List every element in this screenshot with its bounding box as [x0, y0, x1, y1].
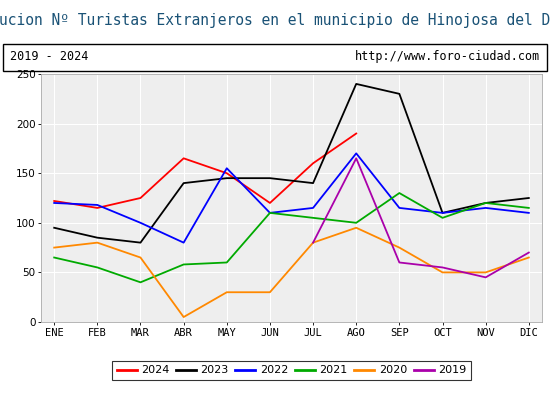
- Text: 2019 - 2024: 2019 - 2024: [10, 50, 88, 63]
- Text: http://www.foro-ciudad.com: http://www.foro-ciudad.com: [355, 50, 540, 63]
- Legend: 2024, 2023, 2022, 2021, 2020, 2019: 2024, 2023, 2022, 2021, 2020, 2019: [112, 361, 471, 380]
- Text: Evolucion Nº Turistas Extranjeros en el municipio de Hinojosa del Duque: Evolucion Nº Turistas Extranjeros en el …: [0, 14, 550, 28]
